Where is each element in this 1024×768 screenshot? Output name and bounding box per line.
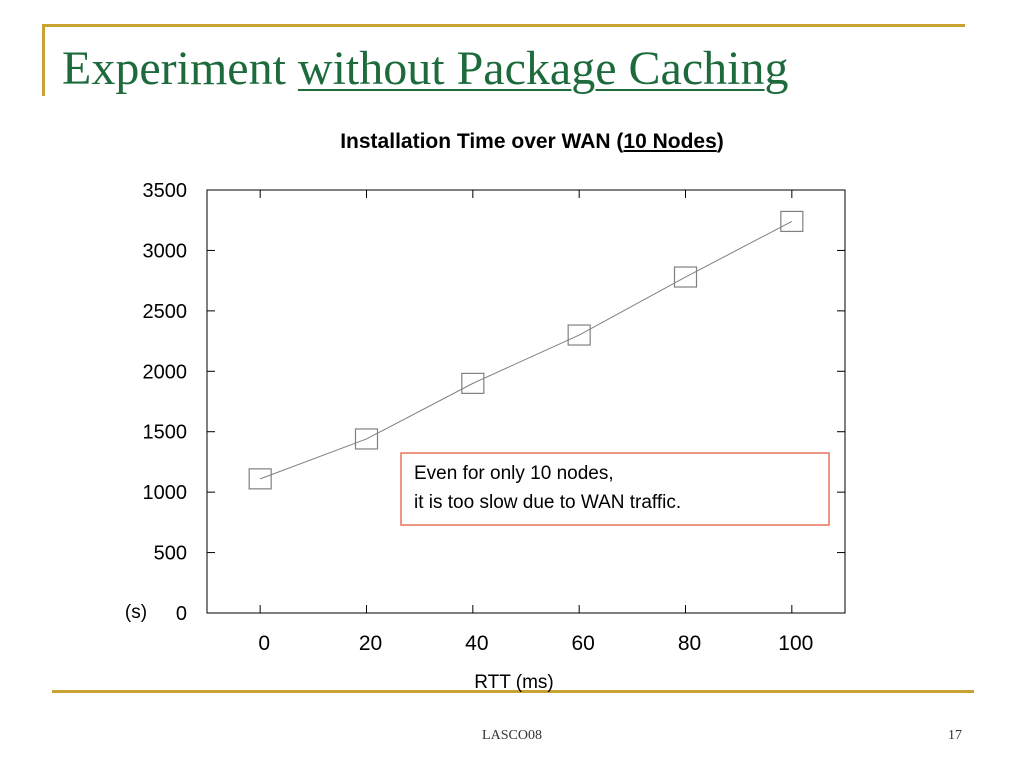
x-tick-label: 0 [258, 632, 270, 655]
decorative-top-line [42, 24, 965, 27]
y-tick-label: 2000 [143, 361, 188, 383]
data-point-marker [780, 210, 804, 233]
x-tick-label: 100 [778, 632, 813, 655]
chart-title-prefix: Installation Time over WAN ( [340, 130, 624, 153]
page-number: 17 [948, 728, 962, 743]
x-tick-label: 60 [571, 632, 594, 655]
y-tick-label: 500 [154, 543, 187, 565]
annotation-line: it is too slow due to WAN traffic. [414, 492, 681, 513]
data-point-marker [248, 468, 272, 490]
data-point-marker [354, 428, 379, 450]
y-tick-label: 0 [176, 603, 187, 625]
chart-title-suffix: ) [716, 130, 724, 153]
footer-conference: LASCO08 [482, 728, 542, 743]
chart-title-underlined: 10 Nodes [623, 130, 717, 153]
series-line [259, 220, 793, 480]
x-tick-label: 80 [678, 632, 701, 655]
slide-title-underlined: without Package Caching [297, 42, 789, 95]
y-tick-label: 2500 [143, 301, 188, 323]
data-point-marker [461, 372, 485, 394]
annotation-box [400, 452, 830, 526]
y-tick-label: 1000 [143, 482, 188, 504]
slide-title-plain: Experiment [62, 42, 298, 95]
y-axis-label: (s) [125, 602, 147, 623]
y-tick-label: 3500 [143, 180, 188, 202]
decorative-bottom-line [52, 690, 974, 693]
data-point-marker [673, 266, 698, 288]
y-tick-label: 3000 [143, 240, 188, 262]
slide-title: Experiment without Package Caching [62, 40, 788, 98]
y-tick-label: 1500 [143, 422, 188, 444]
x-tick-label: 40 [465, 632, 488, 655]
x-axis-label: RTT (ms) [474, 672, 554, 693]
plot-frame [206, 189, 846, 614]
x-tick-label: 20 [359, 632, 382, 655]
annotation-line: Even for only 10 nodes, [414, 463, 614, 484]
chart-title: Installation Time over WAN (10 Nodes) [0, 130, 1024, 154]
decorative-vertical-line [42, 24, 45, 96]
data-point-marker [567, 324, 591, 346]
